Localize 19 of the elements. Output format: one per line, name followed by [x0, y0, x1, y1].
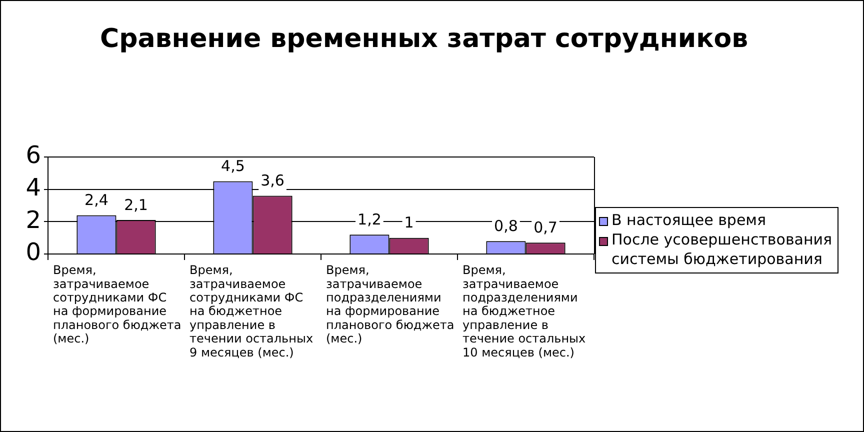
- y-tick-label: 0: [26, 238, 41, 266]
- x-tick-label: Время, затрачиваемое подразделениями на формирование планового бюджета (мес.): [326, 263, 454, 346]
- y-tick-label: 2: [26, 206, 41, 234]
- y-tick-label: 4: [26, 174, 41, 202]
- x-tick-label: Время, затрачиваемое сотрудниками ФС на бюджетное управление в течении остальных 9 месяцев (мес.): [190, 263, 314, 360]
- chart-title: Сравнение временных затрат сотрудников: [100, 24, 748, 54]
- y-tick-label: 6: [26, 141, 41, 170]
- data-label: 1: [404, 214, 414, 232]
- data-label: 3,6: [260, 172, 284, 190]
- data-label: 2,4: [84, 191, 108, 210]
- x-tick-label: Время, затрачиваемое подразделениями на бюджетное управление в течение остальных 10 месяцев (мес.): [462, 263, 586, 360]
- data-label: 0,8: [494, 216, 518, 235]
- data-label: 0,7: [534, 218, 558, 237]
- data-label: 1,2: [358, 210, 382, 228]
- legend-label: В настоящее время: [612, 211, 766, 230]
- data-label: 2,1: [124, 196, 148, 214]
- x-tick-label: Время, затрачиваемое сотрудниками ФС на формирование планового бюджета (мес.): [53, 263, 182, 346]
- legend-label: После усовершенствования системы бюджетирования: [612, 230, 832, 268]
- data-label: 4,5: [221, 157, 245, 176]
